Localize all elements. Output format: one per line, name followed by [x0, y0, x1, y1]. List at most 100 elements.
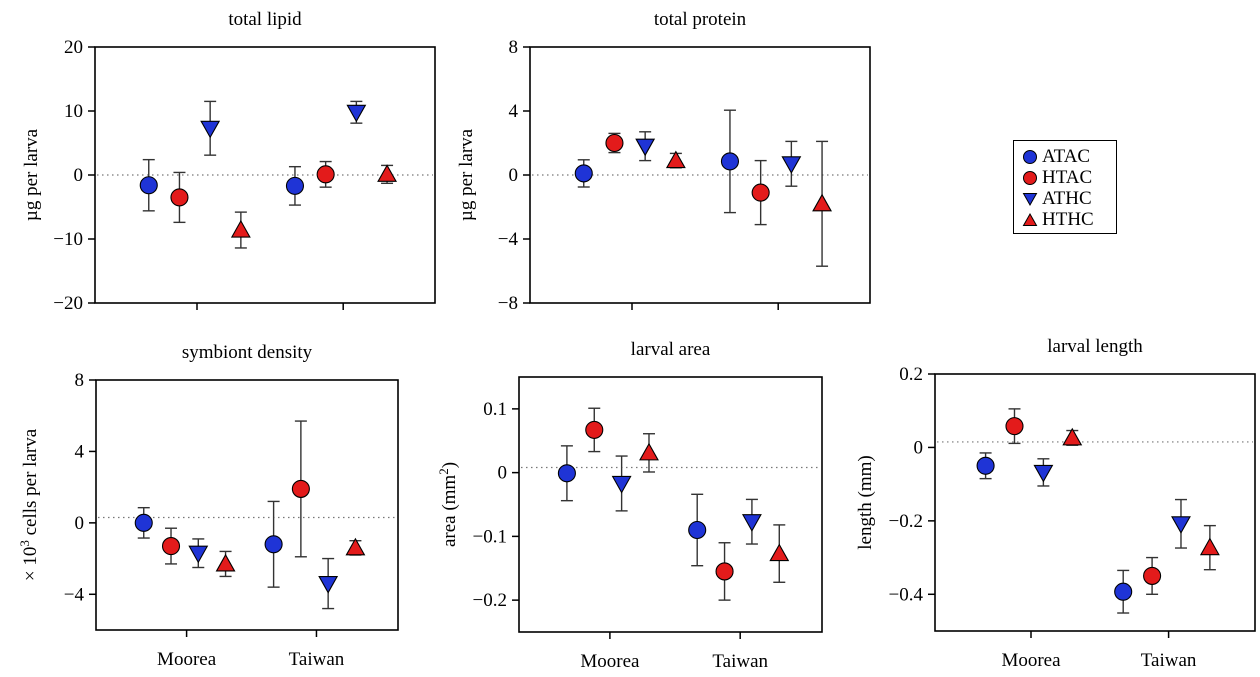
- data-point-hthc: [812, 193, 833, 212]
- y-tick-label: −0.2: [889, 511, 923, 532]
- data-point-athc: [346, 104, 367, 123]
- data-point-htac: [1143, 566, 1162, 585]
- data-point-atac: [1114, 582, 1133, 601]
- y-tick-label: −0.2: [473, 590, 507, 611]
- y-tick-label: 0.1: [483, 399, 507, 420]
- data-point-htac: [170, 188, 189, 207]
- legend-label: ATHC: [1042, 188, 1092, 209]
- y-tick-label: −0.4: [889, 584, 924, 605]
- data-point-hthc: [345, 537, 366, 556]
- circle-marker-icon: [1023, 150, 1037, 164]
- data-point-atac: [976, 456, 995, 475]
- y-axis-label: µg per larva: [21, 128, 42, 221]
- y-tick-label: 0: [914, 437, 924, 458]
- y-axis-label-part: cells per larva: [20, 428, 41, 540]
- data-point-atac: [720, 152, 740, 171]
- data-point-htac: [585, 420, 604, 439]
- data-point-athc: [1171, 516, 1191, 534]
- legend-item-hthc: HTHC: [1022, 210, 1094, 230]
- data-point-atac: [285, 176, 305, 195]
- chart-title: total protein: [654, 9, 747, 30]
- data-point-htac: [291, 479, 310, 498]
- legend-label: HTAC: [1042, 167, 1093, 188]
- y-tick-label: −8: [498, 293, 518, 314]
- data-point-hthc: [377, 164, 398, 182]
- x-tick-label: Taiwan: [712, 651, 768, 672]
- x-tick-label: Moorea: [1001, 650, 1061, 671]
- y-axis-label: area (mm2): [436, 462, 461, 547]
- x-tick-label: Moorea: [157, 649, 217, 670]
- y-tick-label: 0.2: [899, 364, 923, 385]
- legend: ATAC HTAC ATHC HTHC: [1013, 140, 1117, 234]
- data-point-athc: [318, 576, 339, 594]
- x-tick-label: Taiwan: [289, 649, 345, 670]
- data-point-atac: [574, 164, 593, 183]
- y-tick-label: −4: [498, 229, 519, 250]
- chart-title: larval area: [631, 339, 711, 360]
- y-axis-label-part: ): [439, 462, 460, 468]
- data-point-hthc: [665, 150, 686, 169]
- y-tick-label: −4: [64, 584, 85, 605]
- legend-item-atac: ATAC: [1022, 147, 1090, 167]
- chart-panel-2: symbiont density −4 0 4 8 × 103 cells per lar…: [17, 342, 399, 670]
- y-tick-label: 4: [75, 441, 85, 462]
- plot-frame: [934, 373, 1256, 632]
- data-point-atac: [688, 520, 707, 540]
- data-point-htac: [316, 165, 335, 184]
- data-point-hthc: [1062, 427, 1083, 446]
- data-point-htac: [1005, 417, 1024, 436]
- y-tick-label: 0: [75, 513, 85, 534]
- data-point-atac: [264, 535, 283, 554]
- data-point-athc: [200, 120, 221, 139]
- data-point-atac: [139, 176, 158, 195]
- y-axis-label: µg per larva: [456, 128, 477, 221]
- data-point-hthc: [769, 543, 790, 562]
- y-tick-label: 8: [75, 370, 85, 391]
- legend-item-htac: HTAC: [1022, 168, 1092, 188]
- plot-frame: [518, 376, 823, 633]
- data-point-athc: [611, 475, 632, 494]
- y-axis-label-part: 2: [436, 468, 451, 475]
- y-tick-label: 4: [509, 101, 519, 122]
- data-point-htac: [161, 537, 181, 556]
- data-point-athc: [635, 138, 656, 157]
- y-tick-label: −10: [53, 229, 83, 250]
- data-point-hthc: [1199, 537, 1220, 556]
- x-tick-label: Taiwan: [1141, 650, 1197, 671]
- y-axis-label-part: area (mm: [439, 475, 460, 547]
- circle-marker-icon: [1023, 171, 1037, 185]
- y-axis-label-part: × 10: [20, 547, 41, 581]
- y-axis-label-part: 3: [17, 540, 32, 547]
- y-tick-label: 0: [498, 463, 508, 484]
- y-tick-label: 0: [509, 165, 519, 186]
- x-tick-label: Moorea: [580, 651, 640, 672]
- y-axis-label: length (mm): [855, 455, 876, 549]
- triangle-down-marker-icon: [1022, 193, 1038, 207]
- chart-panel-4: larval length −0.4 −0.2 0 0.2 length (mm) Moor…: [855, 336, 1256, 671]
- legend-label: ATAC: [1042, 146, 1091, 167]
- chart-title: total lipid: [228, 9, 302, 30]
- chart-panel-3: larval area −0.2 −0.1 0 0.1 area (mm2) Moorea T…: [436, 339, 823, 672]
- legend-item-athc: ATHC: [1022, 189, 1092, 209]
- data-point-atac: [134, 513, 153, 532]
- data-point-htac: [751, 183, 770, 202]
- data-point-athc: [781, 156, 802, 174]
- data-point-htac: [715, 562, 734, 581]
- chart-title: larval length: [1047, 336, 1143, 357]
- data-point-atac: [557, 464, 576, 483]
- data-point-athc: [188, 545, 209, 564]
- y-tick-label: 8: [509, 37, 519, 58]
- y-tick-label: −20: [53, 293, 83, 314]
- data-point-hthc: [639, 442, 659, 461]
- y-axis-label: × 103 cells per larva: [17, 428, 42, 581]
- y-tick-label: 0: [74, 165, 84, 186]
- y-tick-label: −0.1: [473, 526, 507, 547]
- data-point-hthc: [215, 553, 236, 572]
- data-point-hthc: [230, 219, 251, 238]
- triangle-up-marker-icon: [1022, 212, 1038, 226]
- chart-panel-1: total protein −8 −4 0 4 8 µg per larva: [456, 9, 871, 314]
- chart-title: symbiont density: [182, 342, 313, 363]
- legend-label: HTHC: [1042, 209, 1094, 230]
- chart-panel-0: total lipid −20 −10 0 10 20 µg per larva: [21, 9, 436, 314]
